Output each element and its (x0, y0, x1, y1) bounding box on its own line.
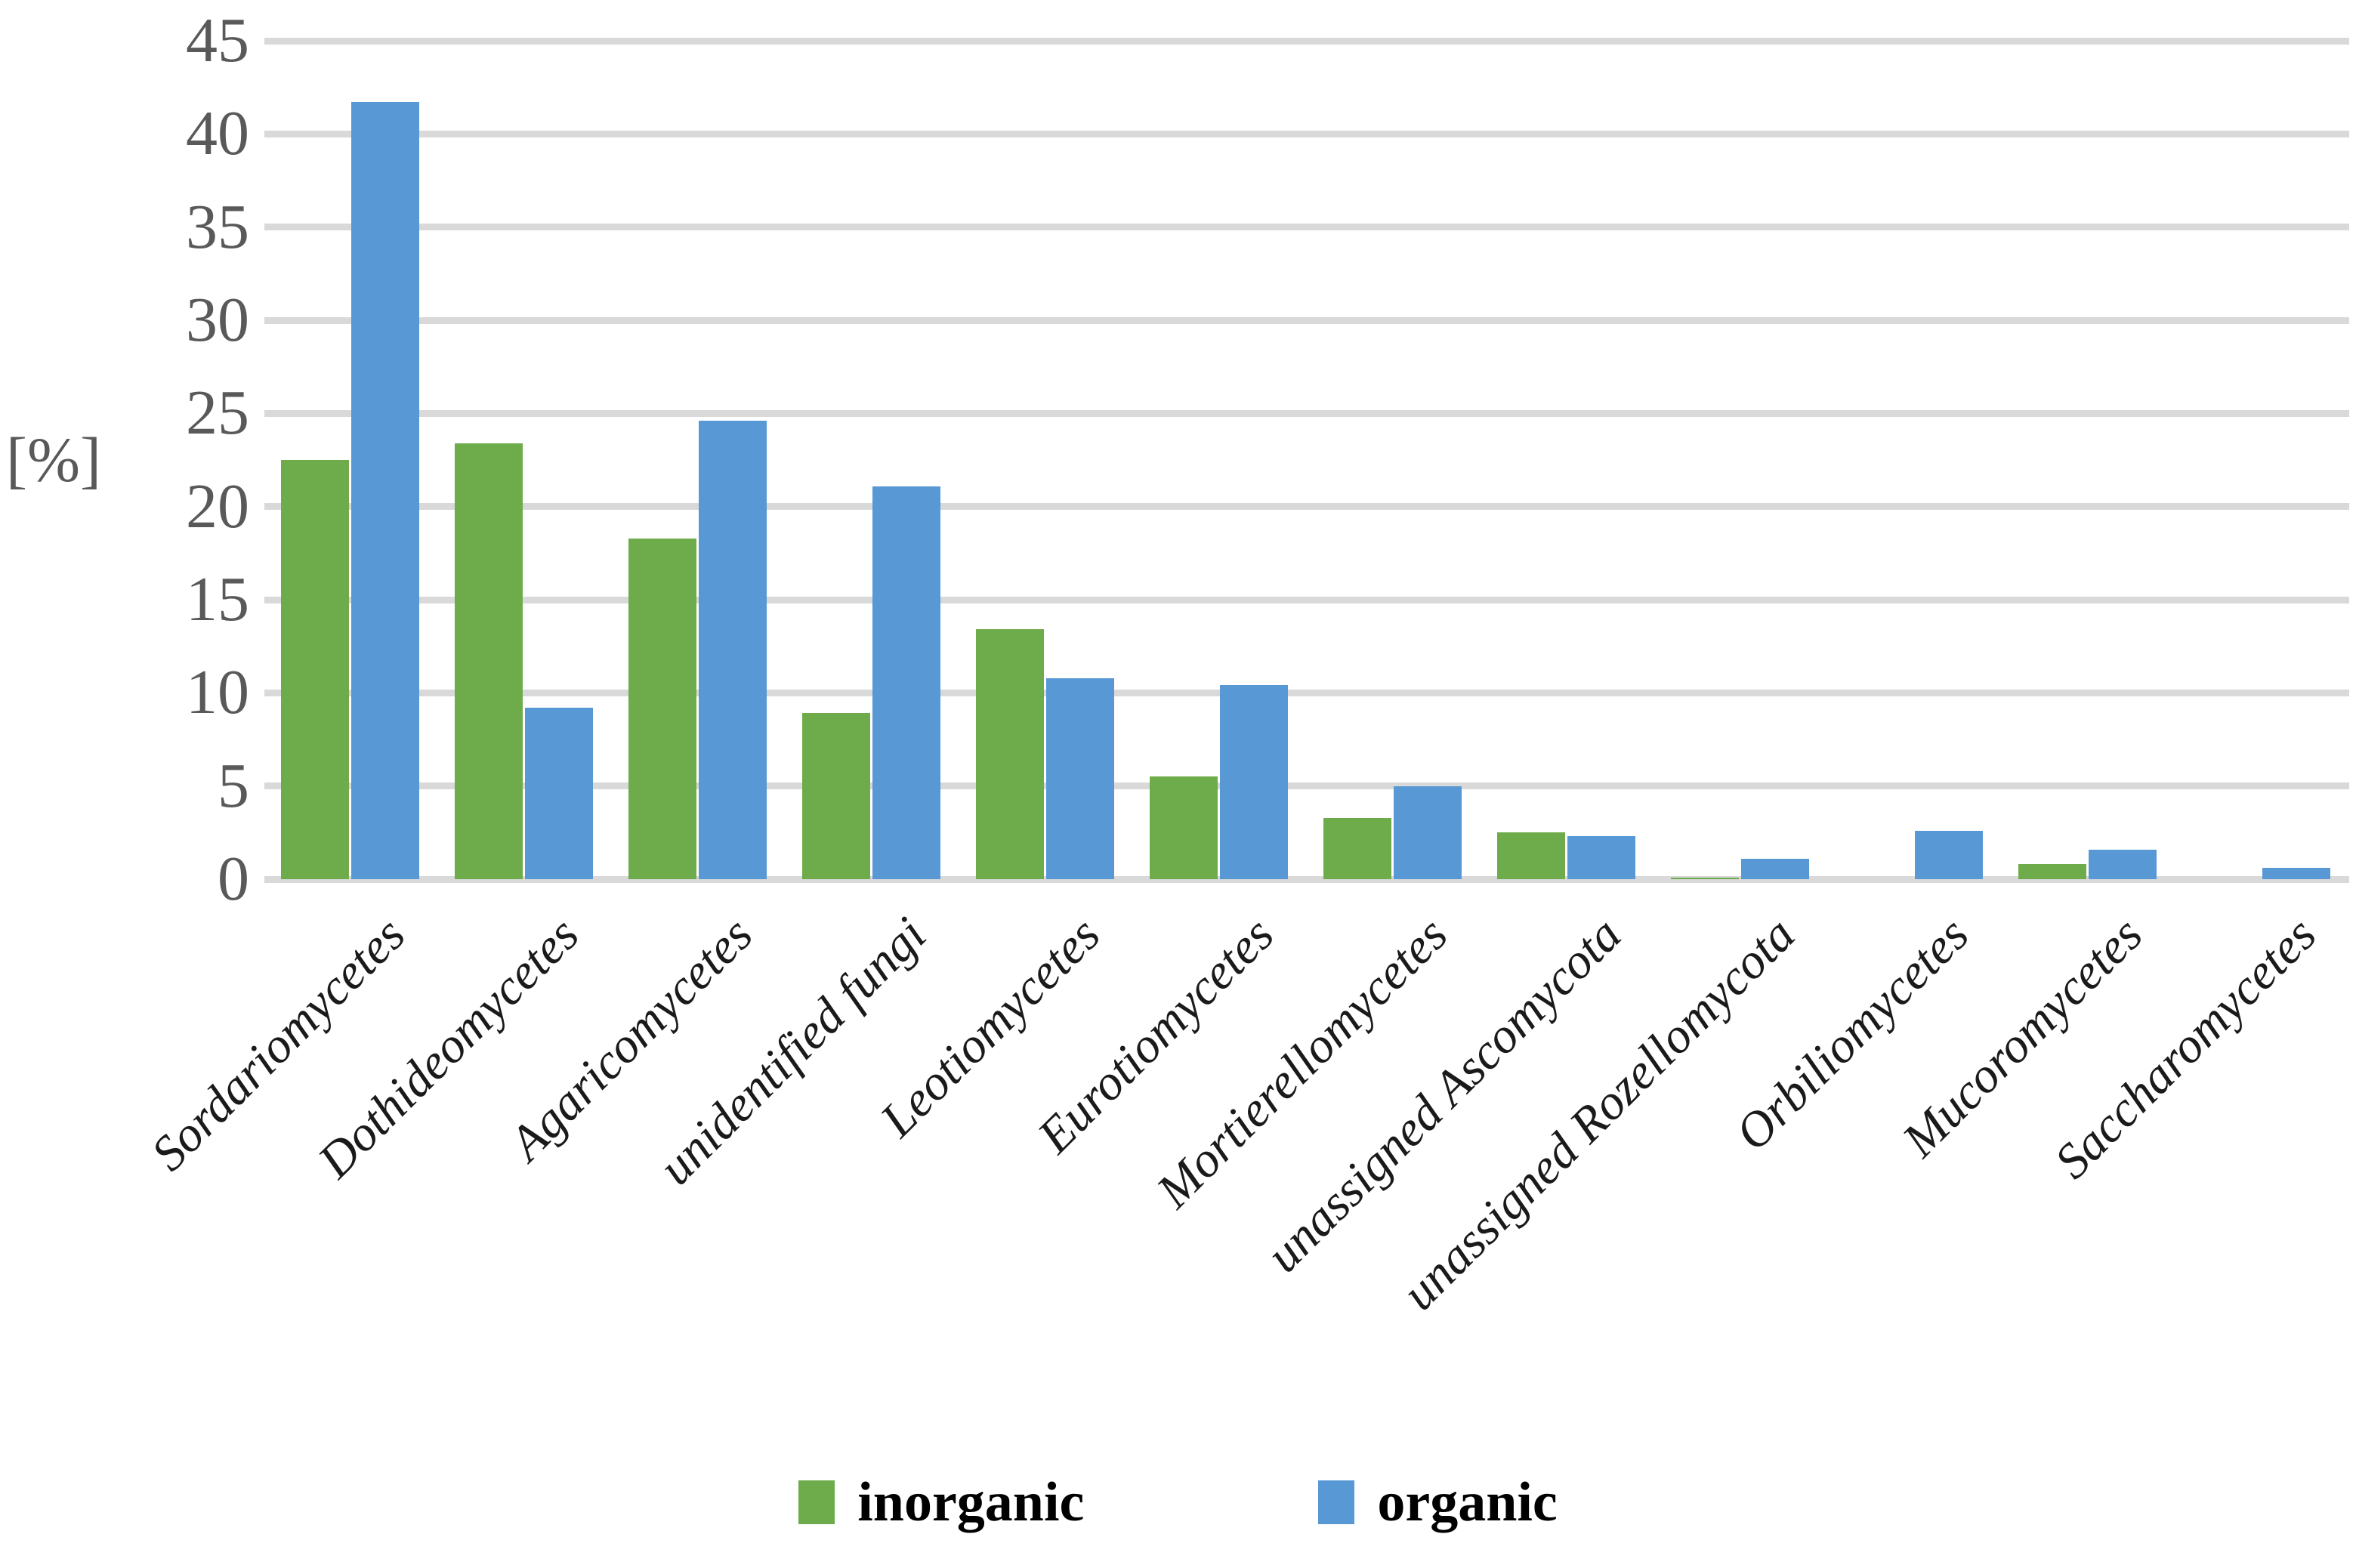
gridline-20 (264, 503, 2349, 511)
bar-inorganic-Sordariomycetes (281, 460, 349, 879)
y-tick-label-40: 40 (186, 98, 249, 169)
y-tick-label-25: 25 (186, 378, 249, 449)
bar-organic-Mucoromycetes (2089, 849, 2157, 879)
legend-swatch-inorganic-icon (798, 1480, 835, 1524)
y-tick-label-10: 10 (186, 657, 249, 728)
y-tick-label-35: 35 (186, 191, 249, 262)
bar-organic-Eurotiomycetes (1220, 685, 1288, 879)
bar-organic-unassigned Ascomycota (1567, 836, 1635, 879)
gridline-45 (264, 37, 2349, 45)
gridline-15 (264, 596, 2349, 603)
gridline-30 (264, 316, 2349, 324)
gridline-10 (264, 689, 2349, 696)
y-axis-unit-label: [%] (6, 425, 101, 495)
legend-entry-inorganic: inorganic (798, 1474, 1084, 1530)
y-tick-label-15: 15 (186, 564, 249, 634)
legend-swatch-organic-icon (1318, 1480, 1355, 1524)
legend: inorganic organic (0, 1474, 2356, 1530)
bar-inorganic-Dothideomycetes (455, 443, 523, 879)
y-tick-label-20: 20 (186, 471, 249, 542)
legend-label-inorganic: inorganic (857, 1471, 1085, 1533)
bar-organic-Sordariomycetes (351, 102, 419, 879)
gridline-40 (264, 130, 2349, 137)
bar-organic-Dothideomycetes (525, 708, 593, 879)
bar-inorganic-unidentified fungi (802, 713, 870, 879)
bar-inorganic-Eurotiomycetes (1150, 776, 1218, 879)
bar-organic-Saccharomycetes (2262, 868, 2330, 879)
bar-inorganic-unassigned Rozellomycota (1671, 877, 1739, 879)
bar-inorganic-Mucoromycetes (2018, 864, 2086, 879)
bar-organic-Agaricomycetes (699, 421, 767, 879)
bar-organic-Leotiomycetes (1046, 678, 1114, 879)
legend-label-organic: organic (1377, 1471, 1558, 1533)
bar-inorganic-Agaricomycetes (628, 538, 696, 879)
y-tick-label-0: 0 (218, 844, 249, 914)
bar-organic-Mortierellomycetes (1394, 786, 1462, 879)
bar-inorganic-Leotiomycetes (976, 629, 1044, 879)
bar-inorganic-unassigned Ascomycota (1497, 832, 1565, 879)
y-tick-label-30: 30 (186, 285, 249, 355)
bar-inorganic-Mortierellomycetes (1323, 817, 1391, 879)
bar-organic-unassigned Rozellomycota (1741, 858, 1809, 879)
gridline-25 (264, 409, 2349, 417)
gridline-35 (264, 224, 2349, 231)
y-tick-label-45: 45 (186, 5, 249, 76)
legend-entry-organic: organic (1318, 1471, 1558, 1533)
gridline-0 (264, 875, 2349, 883)
bar-organic-Orbiliomycetes (1915, 830, 1983, 879)
bar-organic-unidentified fungi (872, 486, 940, 879)
y-tick-label-5: 5 (218, 750, 249, 821)
gridline-5 (264, 782, 2349, 790)
